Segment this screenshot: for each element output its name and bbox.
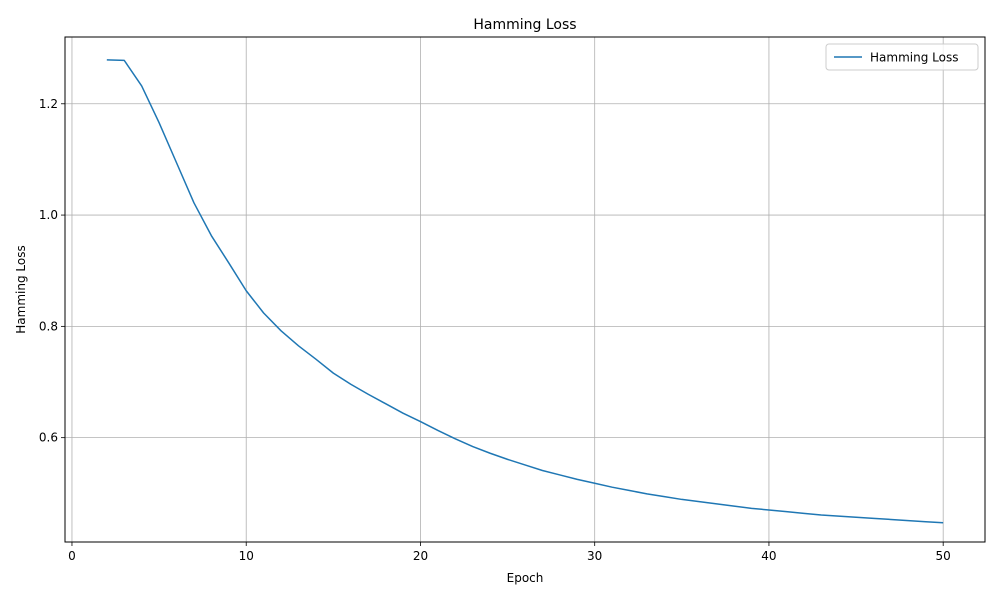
chart-title: Hamming Loss	[473, 17, 576, 33]
x-tick-label: 0	[68, 549, 76, 563]
legend-box	[825, 43, 979, 71]
x-tick-label: 30	[587, 549, 602, 563]
y-tick-label: 0.6	[39, 431, 58, 445]
x-tick-label: 10	[239, 549, 254, 563]
legend: Hamming Loss	[825, 43, 979, 71]
legend-entry-label: Hamming Loss	[870, 51, 958, 65]
series-line	[106, 59, 944, 524]
x-tick-label: 40	[761, 549, 776, 563]
axes-frame	[64, 36, 986, 543]
y-tick-label: 0.8	[39, 319, 58, 333]
series-layer	[106, 59, 944, 524]
x-tick-label: 50	[936, 549, 951, 563]
x-axis-label: Epoch	[507, 571, 544, 585]
y-tick-label: 1.0	[39, 208, 58, 222]
y-axis-label: Hamming Loss	[14, 245, 28, 333]
x-tick-label: 20	[413, 549, 428, 563]
y-axis-ticks: 0.6 0.8 1.0 1.2	[39, 97, 65, 445]
x-axis-ticks: 0 10 20 30 40 50	[68, 542, 951, 563]
plot-area: 0 10 20 30 40 50 0.6 0.8 1.0 1.2	[39, 36, 986, 563]
axes-background	[65, 37, 985, 542]
y-tick-label: 1.2	[39, 97, 58, 111]
